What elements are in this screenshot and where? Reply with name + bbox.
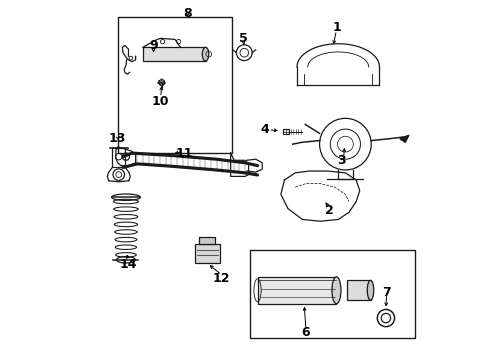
Text: 11: 11 — [175, 147, 193, 159]
Text: 1: 1 — [332, 21, 341, 34]
Text: 14: 14 — [120, 258, 137, 271]
Text: 12: 12 — [213, 272, 230, 285]
Text: 2: 2 — [325, 204, 334, 217]
Text: 5: 5 — [239, 32, 247, 45]
Text: 4: 4 — [260, 123, 269, 136]
Ellipse shape — [368, 280, 374, 300]
Circle shape — [159, 81, 164, 86]
Ellipse shape — [202, 47, 209, 61]
Bar — [195, 244, 220, 264]
Bar — [199, 237, 215, 244]
Ellipse shape — [332, 277, 341, 304]
Bar — [118, 17, 232, 153]
Text: 13: 13 — [109, 132, 126, 145]
Polygon shape — [400, 135, 409, 142]
Bar — [347, 280, 370, 300]
Text: 9: 9 — [149, 39, 158, 52]
Bar — [143, 47, 205, 61]
Text: 6: 6 — [302, 326, 310, 339]
Bar — [112, 148, 125, 167]
Bar — [250, 250, 416, 338]
Text: 7: 7 — [382, 287, 391, 300]
Text: 8: 8 — [183, 7, 192, 20]
Text: 3: 3 — [338, 154, 346, 167]
Text: 10: 10 — [152, 95, 170, 108]
Bar — [258, 277, 337, 304]
Circle shape — [129, 56, 133, 60]
